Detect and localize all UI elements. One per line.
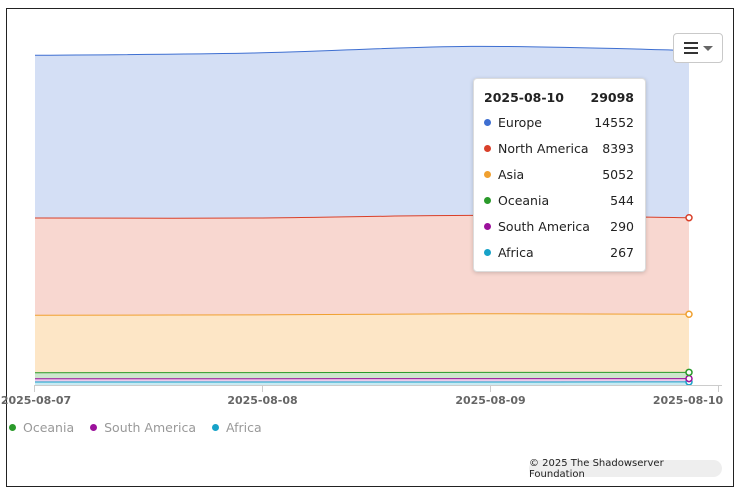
tooltip-header: 2025-08-10 29098 <box>484 88 634 106</box>
legend-dot-icon <box>9 424 16 431</box>
point-marker-asia[interactable] <box>685 310 693 318</box>
tooltip-row-asia: Asia 5052 <box>484 165 634 183</box>
series-line-europe <box>34 45 690 56</box>
legend-item-oceania[interactable]: Oceania <box>9 420 74 435</box>
tooltip-series-value: 267 <box>610 244 634 260</box>
series-line-asia <box>34 313 690 316</box>
tooltip-series-value: 544 <box>610 192 634 208</box>
x-axis-ticks: 2025-08-07 2025-08-08 2025-08-09 2025-08-10 <box>1 385 724 407</box>
area-africa <box>35 381 689 385</box>
legend-dot-icon <box>212 424 219 431</box>
point-marker-oceania[interactable] <box>685 368 693 377</box>
tooltip-series-name: North America <box>498 140 589 156</box>
tooltip-row-north-america: North America 8393 <box>484 139 634 157</box>
area-asia <box>35 313 689 385</box>
legend-label: Africa <box>226 420 262 435</box>
x-tick-label: 2025-08-09 <box>455 394 525 407</box>
chart-tooltip: 2025-08-10 29098 Europe 14552 North Americ… <box>473 78 646 272</box>
point-marker-south-america[interactable] <box>685 374 693 383</box>
hamburger-menu-icon <box>683 42 698 54</box>
credits-link[interactable]: © 2025 The Shadowserver Foundation <box>529 458 722 480</box>
series-dot-icon <box>484 170 491 178</box>
series-dot-icon <box>484 196 491 204</box>
tooltip-series-name: Asia <box>498 166 525 182</box>
legend-label: Oceania <box>23 420 75 435</box>
tooltip-series-value: 5052 <box>602 166 634 182</box>
chart-menu-button[interactable] <box>673 33 723 63</box>
tooltip-date: 2025-08-10 <box>484 89 564 105</box>
legend-dot-icon <box>90 424 98 431</box>
tooltip-row-oceania: Oceania 544 <box>484 191 634 209</box>
tooltip-row-europe: Europe 14552 <box>484 113 634 131</box>
tooltip-row-south-america: South America 290 <box>484 217 634 235</box>
series-dot-icon <box>484 144 491 152</box>
chevron-down-icon <box>702 45 713 51</box>
x-tick-label: 2025-08-08 <box>227 394 297 407</box>
series-dot-icon <box>484 118 491 126</box>
tooltip-series-name: Europe <box>498 114 542 130</box>
legend-label: South America <box>104 420 196 435</box>
x-tick-label: 2025-08-07 <box>1 394 71 407</box>
point-marker-north-america[interactable] <box>685 213 693 222</box>
tooltip-series-name: Africa <box>498 244 534 260</box>
series-dot-icon <box>484 222 491 230</box>
legend-item-south-america[interactable]: South America <box>90 420 196 435</box>
tooltip-series-name: South America <box>498 218 590 234</box>
tooltip-series-value: 14552 <box>594 114 634 130</box>
tooltip-series-value: 290 <box>610 218 634 234</box>
x-tick-label: 2025-08-10 <box>653 394 724 407</box>
tooltip-series-value: 8393 <box>602 140 634 156</box>
tooltip-row-africa: Africa 267 <box>484 243 634 261</box>
tooltip-series-name: Oceania <box>498 192 550 208</box>
chart-legend: Oceania South America Africa <box>9 420 262 435</box>
tooltip-total: 29098 <box>590 89 635 105</box>
legend-item-africa[interactable]: Africa <box>212 420 262 435</box>
series-dot-icon <box>484 248 491 256</box>
